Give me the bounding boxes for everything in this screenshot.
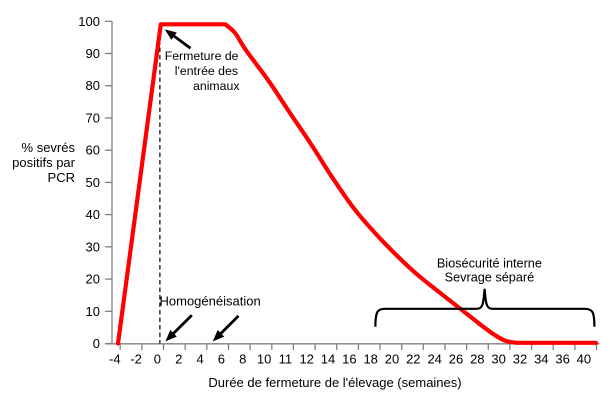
svg-text:positifs par: positifs par [12, 155, 76, 170]
svg-text:22: 22 [406, 352, 420, 367]
svg-text:11: 11 [279, 352, 293, 367]
svg-text:24: 24 [427, 352, 441, 367]
svg-text:Fermeture de: Fermeture de [165, 49, 239, 63]
svg-text:80: 80 [86, 78, 100, 93]
svg-text:16: 16 [342, 352, 356, 367]
svg-text:Homogénéisation: Homogénéisation [160, 294, 261, 309]
svg-text:0: 0 [93, 336, 100, 351]
svg-text:4: 4 [196, 352, 203, 367]
svg-text:18: 18 [363, 352, 377, 367]
svg-text:28: 28 [470, 352, 484, 367]
svg-text:% sevrés: % sevrés [22, 140, 76, 155]
svg-text:-2: -2 [130, 352, 142, 367]
svg-text:8: 8 [239, 352, 246, 367]
svg-text:20: 20 [385, 352, 399, 367]
svg-text:40: 40 [577, 352, 591, 367]
svg-text:0: 0 [154, 352, 161, 367]
svg-text:90: 90 [86, 46, 100, 61]
svg-text:2: 2 [175, 352, 182, 367]
svg-text:10: 10 [257, 352, 271, 367]
svg-text:36: 36 [555, 352, 569, 367]
svg-text:60: 60 [86, 143, 100, 158]
svg-text:100: 100 [78, 14, 100, 29]
svg-text:Durée de fermeture de l'élevag: Durée de fermeture de l'élevage (semaine… [208, 375, 461, 390]
svg-text:12: 12 [299, 352, 313, 367]
svg-text:70: 70 [86, 111, 100, 126]
svg-text:l'entrée des: l'entrée des [175, 64, 238, 78]
svg-text:30: 30 [491, 352, 505, 367]
svg-text:14: 14 [321, 352, 335, 367]
svg-text:PCR: PCR [48, 170, 75, 185]
svg-text:10: 10 [86, 304, 100, 319]
svg-text:26: 26 [449, 352, 463, 367]
svg-text:Biosécurité interne: Biosécurité interne [437, 256, 542, 270]
svg-text:20: 20 [86, 272, 100, 287]
svg-text:34: 34 [534, 352, 548, 367]
svg-text:animaux: animaux [193, 79, 240, 93]
svg-text:6: 6 [218, 352, 225, 367]
svg-text:-4: -4 [109, 352, 121, 367]
svg-text:Sevrage séparé: Sevrage séparé [445, 271, 535, 285]
svg-text:50: 50 [86, 175, 100, 190]
svg-text:30: 30 [86, 239, 100, 254]
svg-text:40: 40 [86, 207, 100, 222]
svg-text:32: 32 [513, 352, 527, 367]
